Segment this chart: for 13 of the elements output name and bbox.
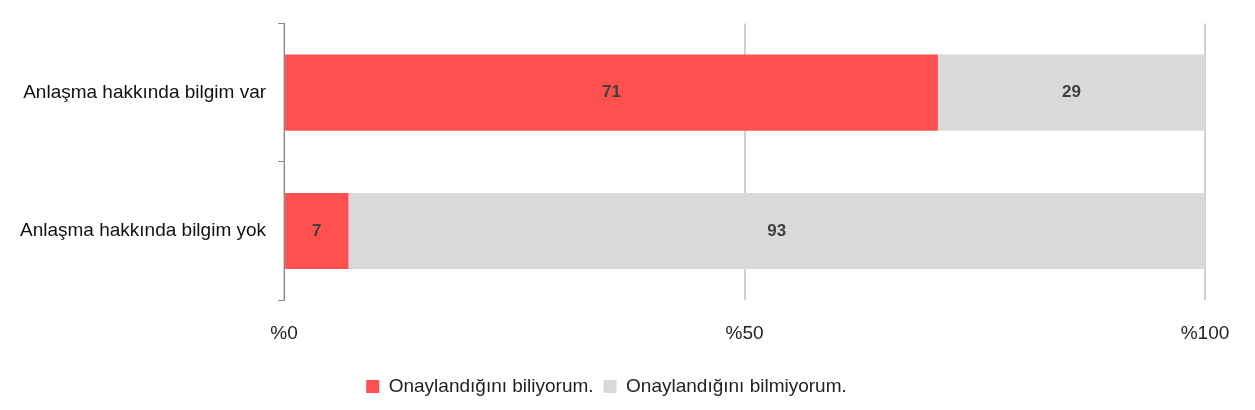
y-tick-label: Anlaşma hakkında bilgim var [23, 80, 267, 102]
legend-label: Onaylandığını bilmiyorum. [626, 374, 847, 396]
legend-label: Onaylandığını biliyorum. [388, 374, 594, 396]
bar [285, 54, 938, 131]
data-label: 93 [767, 220, 787, 240]
bar [285, 192, 349, 270]
x-tick-label: %50 [725, 321, 764, 343]
data-label: 29 [1062, 82, 1081, 102]
data-label: 71 [602, 82, 621, 102]
x-tick-label: %0 [270, 321, 298, 343]
y-tick-label: Anlaşma hakkında bilgim yok [19, 219, 267, 241]
x-tick-label: %100 [1180, 321, 1230, 343]
data-label: 7 [312, 220, 322, 240]
